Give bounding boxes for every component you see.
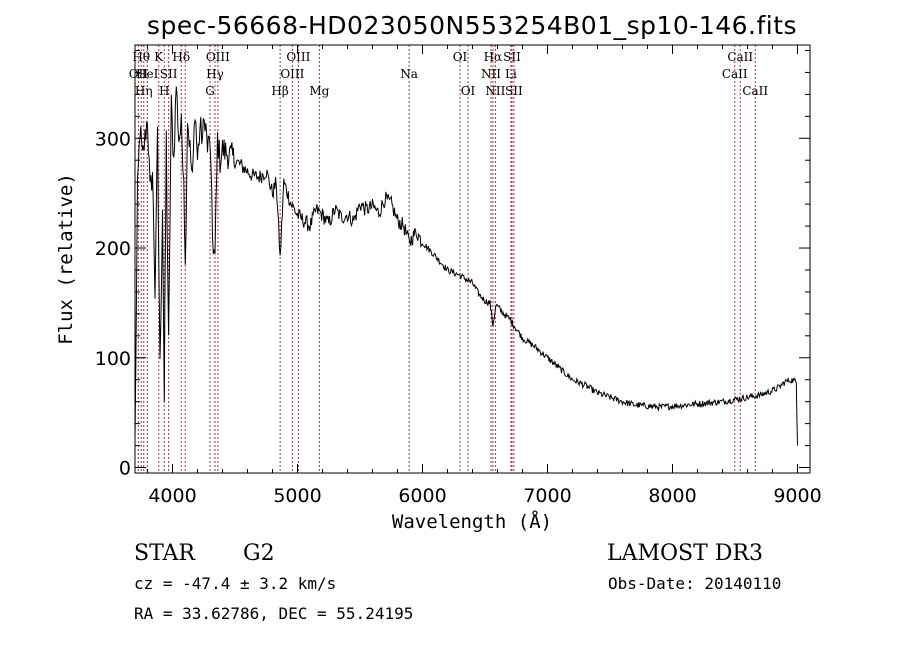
spectral-line-label: Hβ	[271, 84, 288, 98]
y-axis-ticks: 0 100 200 300	[95, 49, 810, 480]
x-tick-label: 4000	[148, 485, 196, 507]
survey-name: LAMOST DR3	[607, 541, 763, 566]
x-tick-label: 8000	[648, 485, 696, 507]
x-tick-label: 6000	[398, 485, 446, 507]
x-axis-label: Wavelength (Å)	[392, 510, 552, 533]
object-class: STAR	[134, 541, 196, 566]
spectral-line-label: SII	[503, 50, 521, 64]
x-axis-ticks: 4000 5000 6000 7000 8000 9000	[147, 45, 822, 507]
spectral-line-label: CaII	[742, 84, 768, 98]
spectral-line-label: OI	[453, 50, 468, 64]
spectral-line-label: Hη	[135, 84, 153, 98]
spectral-line-label: OII	[129, 67, 149, 81]
y-axis-label: Flux (relative)	[55, 173, 77, 345]
chart-title: spec-56668-HD023050N553254B01_sp10-146.f…	[147, 11, 797, 40]
spectral-line-label: SII	[160, 67, 178, 81]
spectral-line-label: Mg	[309, 84, 329, 98]
spectral-line-label: SII	[505, 84, 523, 98]
spectral-line-label: HeI	[136, 67, 159, 81]
spectral-line-label: CaII	[722, 67, 748, 81]
spectral-line-label: OIII	[206, 50, 230, 64]
spectral-line-markers	[137, 45, 756, 473]
coordinates: RA = 33.62786, DEC = 55.24195	[134, 604, 413, 623]
spectral-line-label: Hδ	[172, 50, 190, 64]
obs-date: Obs-Date: 20140110	[608, 574, 781, 593]
spectral-line-label: K	[154, 50, 164, 64]
plot-frame	[134, 44, 811, 474]
object-subclass: G2	[243, 541, 275, 566]
spectral-line-label: Hθ	[132, 50, 150, 64]
spectral-line-label: OIII	[280, 67, 304, 81]
redshift-text: cz = -47.4 ± 3.2 km/s	[134, 574, 336, 593]
spectral-line-label: NII	[481, 67, 501, 81]
spectral-line-label: Li	[505, 67, 517, 81]
spectral-line-label: H	[159, 84, 169, 98]
spectral-line-label: Na	[400, 67, 418, 81]
spectral-line-label: CaII	[727, 50, 753, 64]
y-tick-label: 200	[95, 238, 131, 260]
spectral-line-label: Hγ	[206, 67, 224, 81]
x-tick-label: 5000	[273, 485, 321, 507]
spectrum-line	[134, 86, 798, 446]
y-tick-label: 300	[95, 128, 131, 150]
spectral-line-label: OI	[461, 84, 476, 98]
x-tick-label: 7000	[523, 485, 571, 507]
spectral-line-label: G	[205, 84, 215, 98]
spectral-line-labels: OII Hθ Hη HeI K H SII Hδ G Hγ OIII Hβ OIII OIII Mg Na OI…	[129, 50, 769, 98]
y-tick-label: 0	[119, 458, 131, 480]
spectral-line-label: NII	[485, 84, 505, 98]
x-tick-label: 9000	[773, 485, 821, 507]
spectral-line-label: OIII	[286, 50, 310, 64]
spectral-line-label: Hα	[484, 50, 503, 64]
y-tick-label: 100	[95, 348, 131, 370]
